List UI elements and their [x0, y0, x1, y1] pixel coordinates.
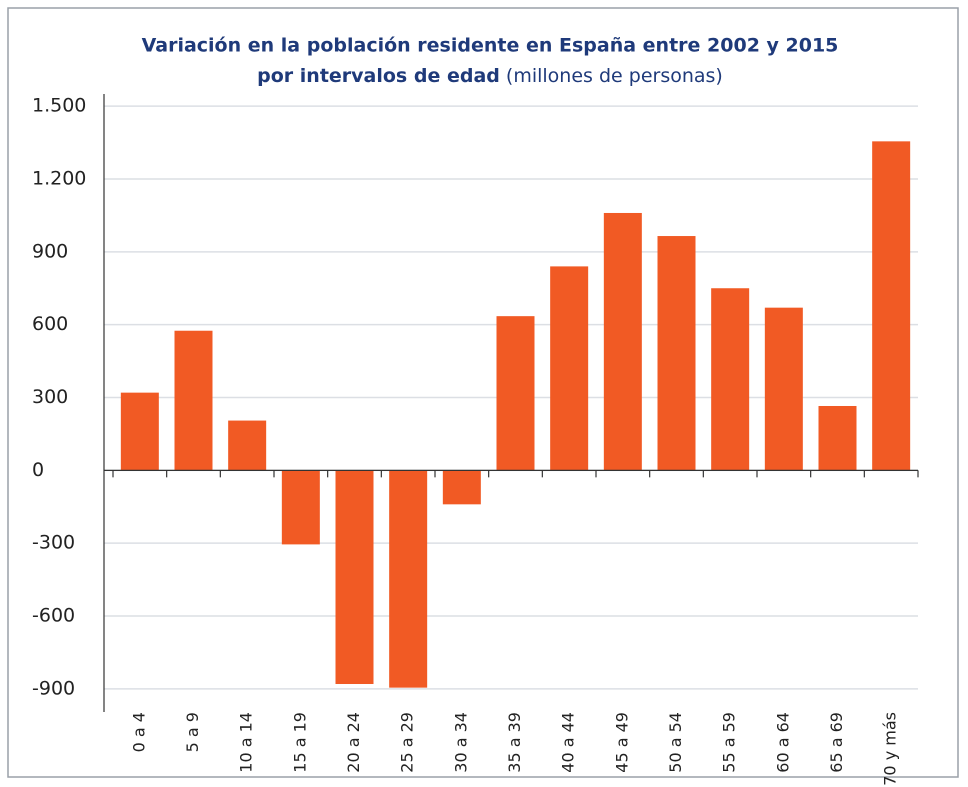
y-tick-label: 0: [32, 459, 44, 481]
y-tick-label: -900: [32, 677, 75, 699]
bar: [603, 212, 642, 471]
chart-frame: [7, 7, 959, 778]
x-tick-label: 65 a 69: [827, 712, 846, 773]
chart-title-note: (millones de personas): [506, 65, 723, 87]
y-tick-label: -600: [32, 605, 75, 627]
x-tick-label: 35 a 39: [505, 712, 524, 773]
y-tick-label: 1.500: [32, 95, 86, 117]
y-tick-label: 900: [32, 240, 68, 262]
x-tick-label: 40 a 44: [559, 712, 578, 773]
bar: [120, 392, 159, 471]
y-tick-label: 1.200: [32, 167, 86, 189]
bar: [818, 405, 857, 471]
bar: [711, 288, 750, 471]
bar: [174, 330, 213, 471]
x-tick-label: 30 a 34: [451, 712, 470, 773]
bar: [657, 236, 696, 471]
y-tick-label: -300: [32, 532, 75, 554]
x-tick-label: 55 a 59: [720, 712, 739, 773]
bar: [442, 470, 481, 505]
bar: [335, 470, 374, 685]
chart-title: Variación en la población residente en E…: [142, 35, 839, 57]
bar: [764, 307, 803, 471]
x-tick-label: 70 y más: [881, 712, 900, 786]
bar: [872, 141, 911, 471]
chart-title-line: por intervalos de edad (millones de pers…: [257, 65, 723, 87]
x-tick-label: 45 a 49: [612, 712, 631, 773]
bar: [389, 470, 428, 688]
x-tick-label: 25 a 29: [398, 712, 417, 773]
x-tick-label: 10 a 14: [237, 712, 256, 773]
x-tick-label: 5 a 9: [183, 712, 202, 752]
bar: [550, 266, 589, 471]
x-tick-label: 50 a 54: [666, 712, 685, 773]
y-tick-label: 600: [32, 313, 68, 335]
bar: [496, 316, 535, 471]
x-tick-label: 15 a 19: [290, 712, 309, 773]
y-tick-label: 300: [32, 386, 68, 408]
x-tick-label: 0 a 4: [129, 712, 148, 752]
chart-title: por intervalos de edad: [257, 65, 500, 87]
x-tick-label: 20 a 24: [344, 712, 363, 773]
bar: [281, 470, 320, 545]
bar: [228, 420, 267, 471]
x-tick-label: 60 a 64: [773, 712, 792, 773]
